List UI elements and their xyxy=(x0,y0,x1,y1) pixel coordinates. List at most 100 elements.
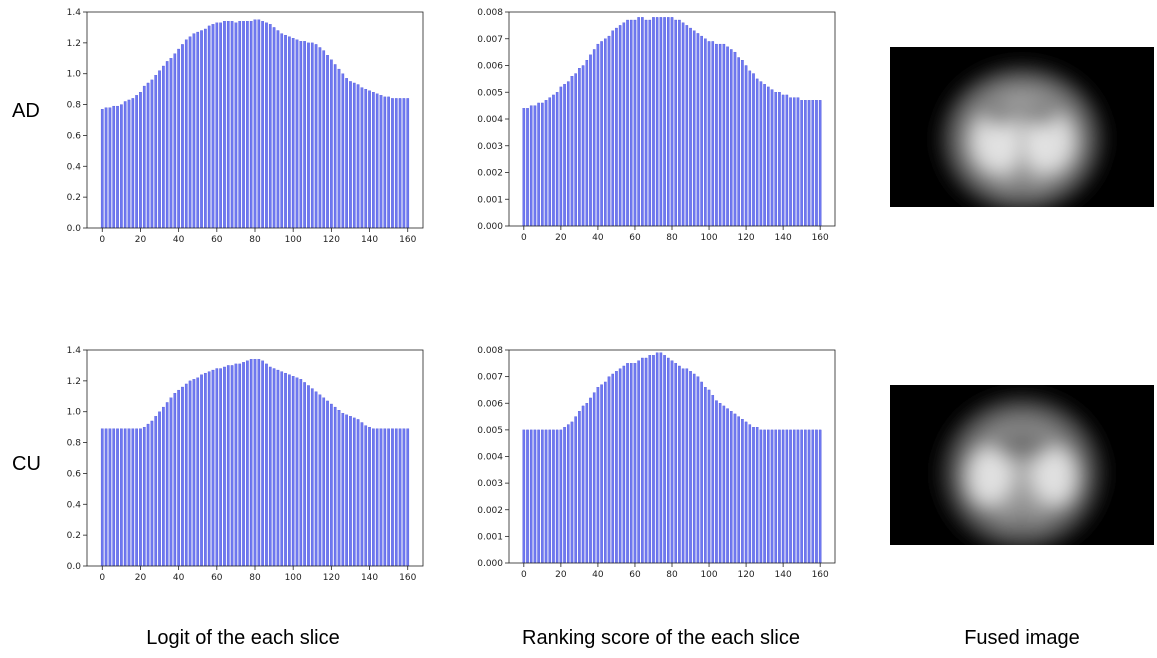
bar xyxy=(741,419,744,564)
bar xyxy=(655,17,659,227)
bar xyxy=(215,22,219,229)
bar xyxy=(135,95,138,229)
bar xyxy=(234,363,238,567)
bar xyxy=(139,92,142,229)
y-tick-label: 0.008 xyxy=(477,8,503,18)
bar xyxy=(249,21,253,229)
x-tick-label: 80 xyxy=(666,570,678,580)
bar xyxy=(663,17,666,227)
bar xyxy=(333,406,337,567)
bar xyxy=(181,386,184,567)
bar xyxy=(678,365,681,564)
bar xyxy=(581,65,585,227)
bar xyxy=(655,352,659,564)
bar xyxy=(755,78,759,227)
bar xyxy=(120,428,123,567)
bar xyxy=(700,381,703,564)
bar xyxy=(815,429,818,564)
bar xyxy=(123,101,127,229)
bar xyxy=(578,68,581,227)
bar xyxy=(406,428,410,567)
x-tick-label: 40 xyxy=(592,570,604,580)
bar xyxy=(360,422,364,567)
bar xyxy=(188,380,192,567)
bar xyxy=(541,102,544,227)
x-tick-label: 160 xyxy=(812,233,829,243)
bar xyxy=(581,405,585,564)
bar xyxy=(585,60,589,227)
bar xyxy=(112,428,116,567)
bar xyxy=(173,53,177,229)
bar xyxy=(704,387,707,564)
bar xyxy=(526,429,529,564)
bar xyxy=(310,42,314,229)
bar xyxy=(755,427,759,564)
bar xyxy=(807,429,811,564)
bar xyxy=(800,100,803,227)
bar xyxy=(529,429,533,564)
bar xyxy=(391,428,394,567)
x-tick-label: 80 xyxy=(666,233,678,243)
bar xyxy=(711,395,715,564)
bar xyxy=(303,382,306,567)
bar xyxy=(238,21,242,229)
bar xyxy=(566,424,570,564)
bar xyxy=(108,428,112,567)
bar xyxy=(574,73,577,227)
bar xyxy=(648,19,652,227)
caption-logit: Logit of the each slice xyxy=(146,627,340,649)
bar xyxy=(391,98,394,229)
bar xyxy=(265,363,268,567)
bar xyxy=(589,54,592,227)
bar xyxy=(158,70,161,229)
bar xyxy=(789,97,792,227)
x-tick-label: 0 xyxy=(99,573,105,583)
x-tick-label: 60 xyxy=(629,570,641,580)
bar xyxy=(726,408,729,564)
x-tick-label: 160 xyxy=(812,570,829,580)
y-tick-label: 0.0 xyxy=(67,224,82,234)
bar xyxy=(670,17,674,227)
bar xyxy=(811,100,815,227)
bar xyxy=(406,98,410,229)
bar xyxy=(402,428,406,567)
y-tick-label: 0.005 xyxy=(477,426,503,436)
bar xyxy=(394,98,398,229)
bar xyxy=(204,28,207,229)
x-tick-label: 120 xyxy=(737,233,754,243)
bar xyxy=(272,368,276,567)
bar xyxy=(752,427,755,564)
bar xyxy=(707,389,711,564)
bar xyxy=(135,428,138,567)
bar xyxy=(807,100,811,227)
y-tick-label: 0.8 xyxy=(67,101,82,111)
bar xyxy=(398,98,402,229)
bar xyxy=(789,429,792,564)
bar xyxy=(394,428,398,567)
bar xyxy=(146,423,150,567)
bar xyxy=(718,403,722,564)
bar xyxy=(314,391,318,567)
bar xyxy=(792,97,796,227)
bar xyxy=(364,88,368,229)
bar xyxy=(165,402,169,567)
bar xyxy=(796,97,800,227)
bar xyxy=(100,428,104,567)
bar xyxy=(611,30,615,227)
x-tick-label: 120 xyxy=(323,573,340,583)
bar xyxy=(280,33,284,229)
bar xyxy=(733,51,737,227)
bar xyxy=(748,424,752,564)
y-tick-label: 0.002 xyxy=(477,506,503,516)
bar xyxy=(402,98,406,229)
bar xyxy=(644,19,648,227)
bar xyxy=(246,360,249,567)
bar xyxy=(364,425,368,567)
bar xyxy=(555,429,559,564)
bar xyxy=(387,428,390,567)
bar xyxy=(744,421,748,564)
bar xyxy=(337,410,341,567)
bar xyxy=(641,17,644,227)
bar xyxy=(372,428,375,567)
bar xyxy=(633,19,637,227)
